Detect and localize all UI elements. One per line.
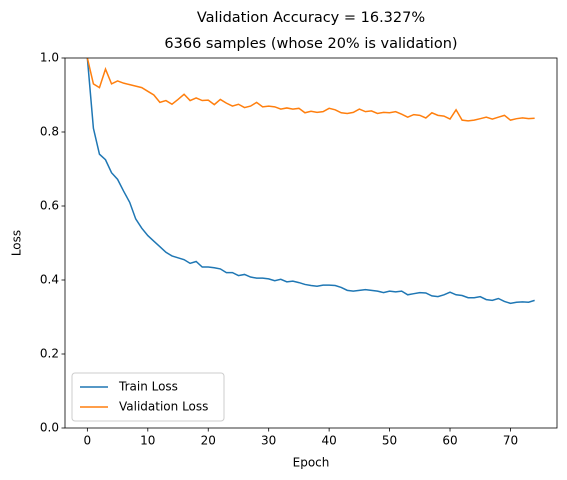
line-series	[86, 58, 535, 305]
x-tick-label: 40	[321, 434, 336, 448]
legend-label: Validation Loss	[119, 400, 208, 414]
y-tick-label: 1.0	[40, 51, 59, 65]
x-tick-label: 50	[382, 434, 397, 448]
y-tick-label: 0.6	[40, 199, 59, 213]
line-series	[86, 58, 535, 122]
y-tick-label: 0.4	[40, 273, 59, 287]
chart-title: 6366 samples (whose 20% is validation)	[164, 36, 457, 52]
y-tick-label: 0.8	[40, 125, 59, 139]
x-tick-label: 30	[261, 434, 276, 448]
x-tick-label: 20	[201, 434, 216, 448]
y-tick-label: 0.0	[40, 421, 59, 435]
x-tick-label: 70	[503, 434, 518, 448]
x-tick-label: 10	[140, 434, 155, 448]
plot-frame	[64, 57, 558, 429]
x-tick-label: 0	[84, 434, 92, 448]
suptitle: Validation Accuracy = 16.327%	[197, 10, 425, 26]
legend-box	[71, 372, 225, 422]
y-axis-label: Loss	[10, 230, 24, 256]
legend-label: Train Loss	[118, 380, 178, 394]
y-tick-label: 0.2	[40, 347, 59, 361]
x-tick-label: 60	[442, 434, 457, 448]
x-axis-label: Epoch	[293, 456, 330, 470]
